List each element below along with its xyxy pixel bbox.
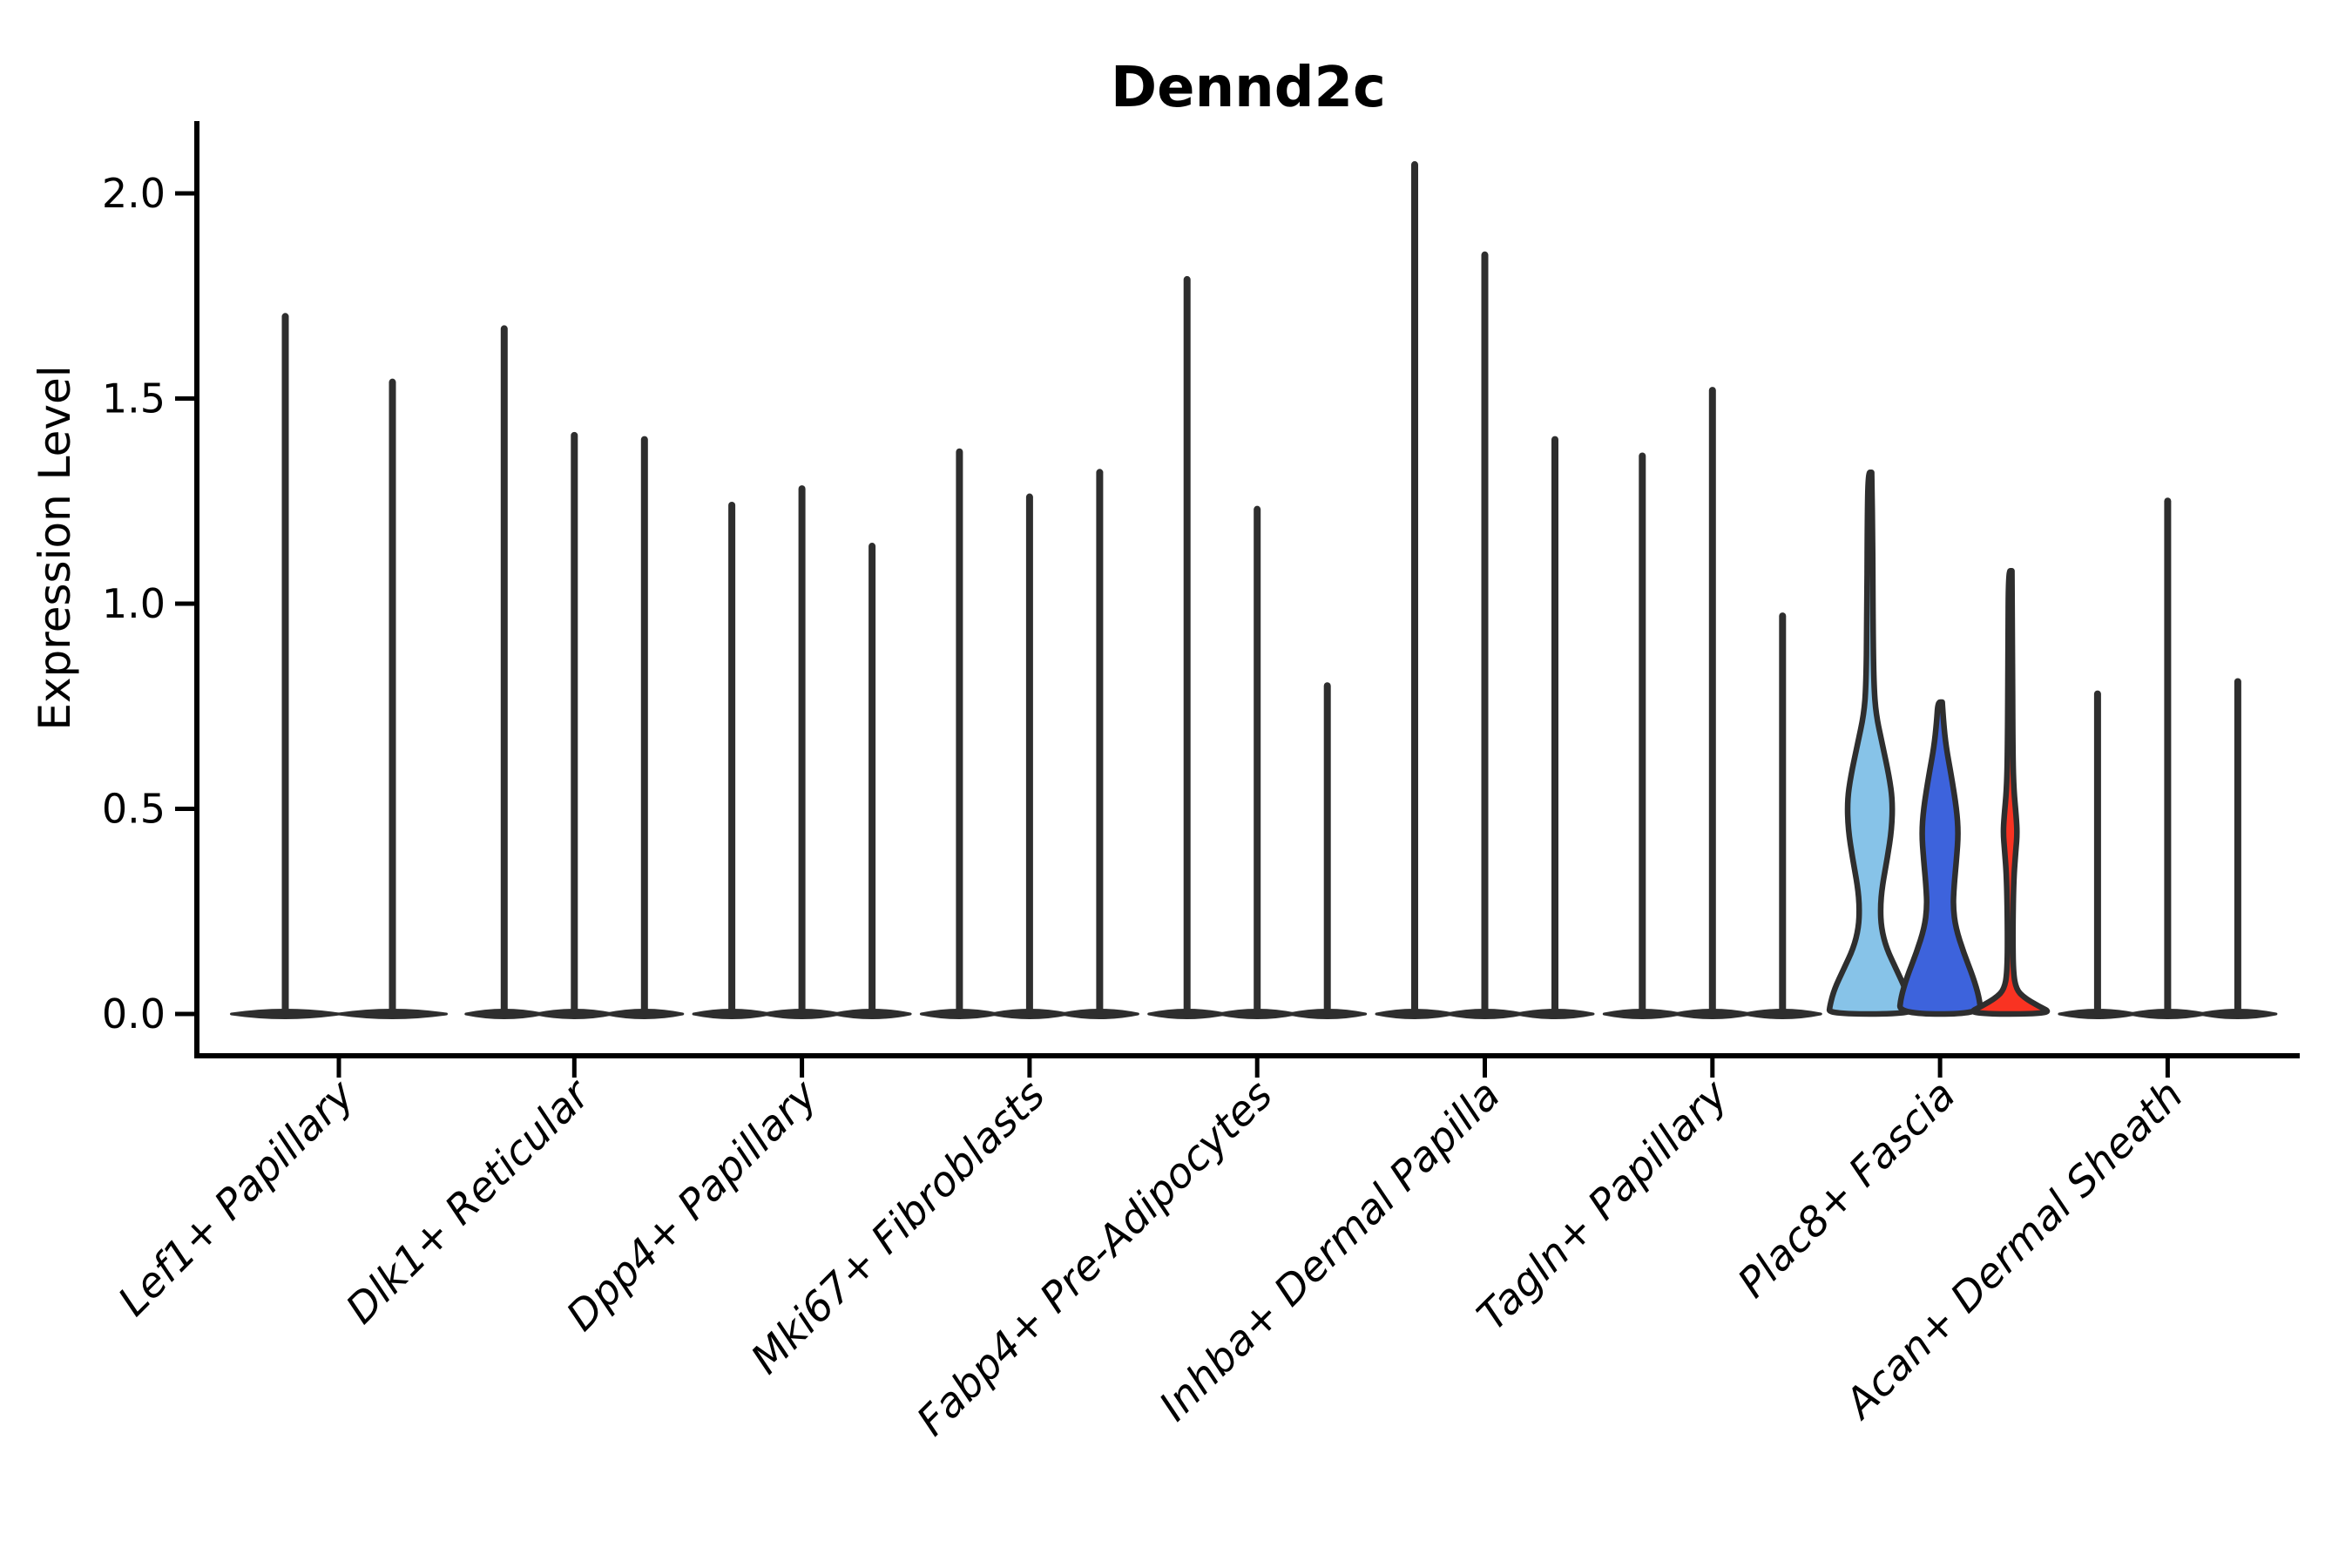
y-tick-label: 1.0 (102, 580, 166, 627)
x-category-label: Dlk1+ Reticular (337, 1070, 601, 1334)
y-tick-label: 0.0 (102, 990, 166, 1037)
violin-series (230, 161, 2278, 1019)
y-tick-label: 2.0 (102, 170, 166, 217)
y-axis-label: Expression Level (30, 365, 80, 730)
y-tick-label: 0.5 (102, 786, 166, 833)
violin-body (1970, 568, 2051, 1017)
axes (175, 121, 2300, 1078)
x-category-label: Dpp4+ Papillary (558, 1071, 828, 1341)
y-tick-label: 1.5 (102, 375, 166, 422)
y-tick-labels: 0.0 0.5 1.0 1.5 2.0 (102, 170, 166, 1037)
x-category-label: Tagln+ Papillary (1469, 1071, 1739, 1341)
chart-title: Dennd2c (1111, 56, 1386, 120)
violin-body (1896, 699, 1984, 1017)
x-category-label: Lef1+ Papillary (109, 1071, 364, 1326)
x-category-label: Plac8+ Fascia (1729, 1071, 1965, 1308)
violin-body (1826, 470, 1914, 1017)
